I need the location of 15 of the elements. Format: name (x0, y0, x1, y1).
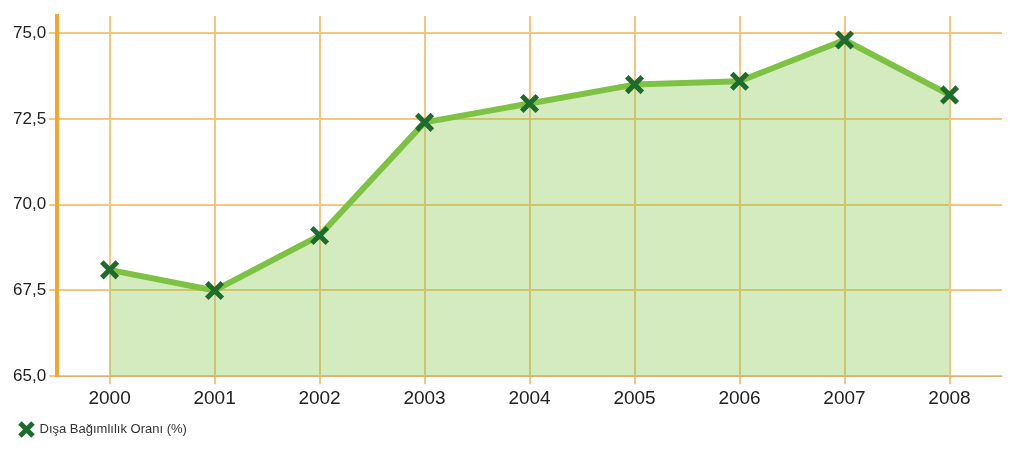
x-tick-label: 2008 (928, 386, 971, 408)
y-tick-label: 72,5 (12, 108, 47, 128)
x-tick-label: 2001 (193, 386, 236, 408)
x-tick-label: 2002 (298, 386, 341, 408)
x-tick-label: 2000 (88, 386, 131, 408)
x-tick-label: 2006 (718, 386, 761, 408)
x-tick-label: 2004 (508, 386, 552, 408)
legend-label: Dışa Bağımlılık Oranı (%) (39, 421, 187, 437)
y-tick-label: 70,0 (12, 194, 47, 214)
y-tick-label: 67,5 (12, 280, 47, 300)
x-tick-label: 2005 (613, 386, 656, 408)
y-tick-label: 65,0 (12, 365, 47, 385)
y-tick-label: 75,0 (12, 22, 47, 42)
x-tick-label: 2007 (823, 386, 866, 408)
x-tick-label: 2003 (403, 386, 446, 408)
